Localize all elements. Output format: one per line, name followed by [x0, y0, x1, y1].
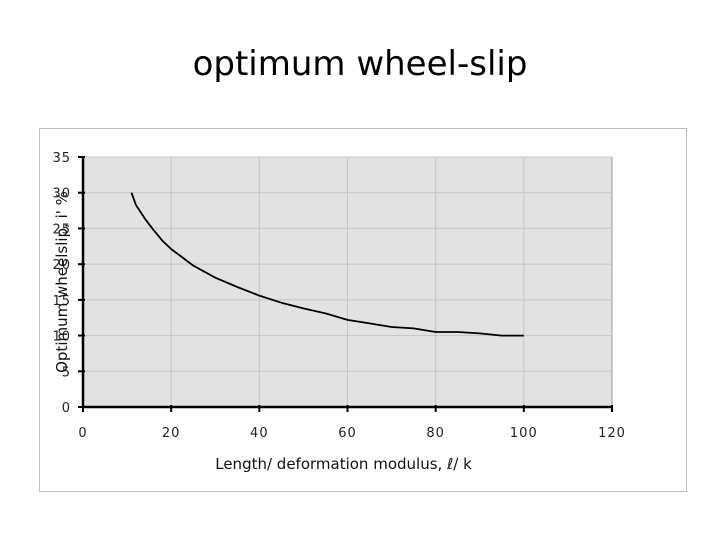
x-tick-label: 120	[598, 426, 626, 441]
y-tick-label: 20	[52, 258, 71, 273]
series-group	[130, 192, 524, 337]
y-tick-label: 30	[52, 187, 71, 202]
series-line	[130, 192, 524, 337]
y-tick-label: 0	[62, 401, 71, 416]
tick-labels: 0 5 10 15 20 25 30 35 0 20 40 60 80 100 120	[52, 151, 626, 441]
line-chart: 0 5 10 15 20 25 30 35 0 20 40 60 80 100 120 Length/ de…	[52, 151, 626, 473]
y-tick-label: 35	[52, 151, 71, 166]
x-tick-label: 80	[426, 426, 445, 441]
slide-title: optimum wheel-slip	[192, 44, 528, 84]
x-tick-label: 100	[510, 426, 538, 441]
x-tick-label: 20	[162, 426, 181, 441]
x-axis-title: Length/ deformation modulus, ℓ/ k	[215, 455, 472, 473]
y-axis-title: Optimum wheelslip, i' %	[53, 191, 71, 373]
y-tick-label: 5	[62, 365, 71, 380]
y-tick-label: 25	[52, 222, 71, 237]
x-tick-label: 0	[78, 426, 87, 441]
gridlines	[83, 156, 612, 407]
y-tick-label: 10	[52, 330, 71, 345]
x-tick-label: 60	[338, 426, 357, 441]
y-tick-label: 15	[52, 294, 71, 309]
x-tick-label: 40	[250, 426, 269, 441]
tick-marks	[78, 156, 613, 412]
chart-figure: 0 5 10 15 20 25 30 35 0 20 40 60 80 100 120 Length/ de…	[39, 128, 687, 492]
